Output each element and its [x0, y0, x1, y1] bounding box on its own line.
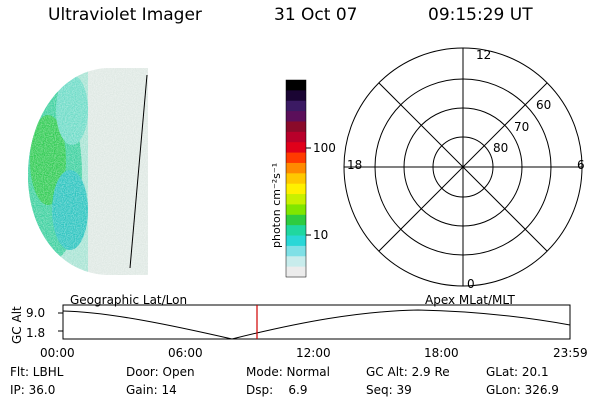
mlat-label-80: 80 [493, 141, 509, 155]
colorbar-swatch [286, 173, 306, 185]
colorbar-swatch [286, 152, 306, 164]
colorbar-unit-label: photon cm⁻²s⁻¹ [270, 162, 283, 248]
ip-info: IP: 36.0 [10, 383, 56, 397]
mlat-label-70: 70 [514, 120, 530, 134]
colorbar-tick-10: 10 [313, 228, 329, 242]
colorbar-swatch [286, 225, 306, 237]
tick-1800: 18:00 [424, 346, 459, 360]
colorbar-swatch [286, 183, 306, 195]
colorbar [285, 79, 311, 278]
colorbar-swatch [286, 111, 306, 122]
colorbar-swatch [286, 162, 306, 174]
colorbar-swatch [286, 235, 306, 247]
colorbar-swatch [286, 100, 306, 112]
colorbar-swatch [286, 142, 306, 154]
mlt-label-18: 18 [347, 158, 363, 172]
glon-info: GLon: 326.9 [486, 383, 559, 397]
seq-info: Seq: 39 [366, 383, 412, 397]
apex-label: Apex MLat/MLT [425, 293, 515, 307]
colorbar-swatch [286, 214, 306, 226]
door-info: Door: Open [126, 365, 195, 379]
mode-info: Mode: Normal [246, 365, 330, 379]
time-label: 09:15:29 UT [428, 5, 533, 25]
mlat-label-60: 60 [536, 98, 552, 112]
colorbar-tick-100: 100 [313, 141, 336, 155]
colorbar-swatch [286, 90, 306, 102]
tick-2359: 23:59 [553, 346, 588, 360]
flt-info: Flt: LBHL [10, 365, 64, 379]
ymax-label: 9.0 [26, 306, 46, 320]
glat-info: GLat: 20.1 [486, 365, 549, 379]
gc-alt-axis-title: GC Alt [10, 306, 24, 344]
colorbar-swatch [286, 131, 306, 143]
mlt-label-0: 0 [467, 277, 475, 291]
mlt-label-12: 12 [476, 48, 492, 62]
colorbar-swatch [286, 266, 306, 278]
geographic-label: Geographic Lat/Lon [70, 293, 188, 307]
colorbar-swatch [286, 245, 306, 257]
instrument-title: Ultraviolet Imager [48, 5, 202, 25]
uv-disk [28, 68, 158, 275]
gc-alt-info: GC Alt: 2.9 Re [366, 365, 450, 379]
date-label: 31 Oct 07 [274, 5, 358, 25]
tick-0600: 06:00 [168, 346, 203, 360]
colorbar-swatch [286, 256, 306, 268]
colorbar-swatch [286, 80, 306, 91]
mlt-label-6: 6 [577, 158, 585, 172]
colorbar-swatch [286, 121, 306, 133]
gain-info: Gain: 14 [126, 383, 177, 397]
ymin-label: 1.8 [26, 326, 46, 340]
tick-0000: 00:00 [40, 346, 75, 360]
colorbar-swatch [286, 194, 306, 205]
terminator-line [129, 74, 148, 269]
colorbar-swatch [286, 204, 306, 216]
dsp-info: Dsp: 6.9 [246, 383, 308, 397]
tick-1200: 12:00 [296, 346, 331, 360]
altitude-curve [62, 309, 571, 340]
